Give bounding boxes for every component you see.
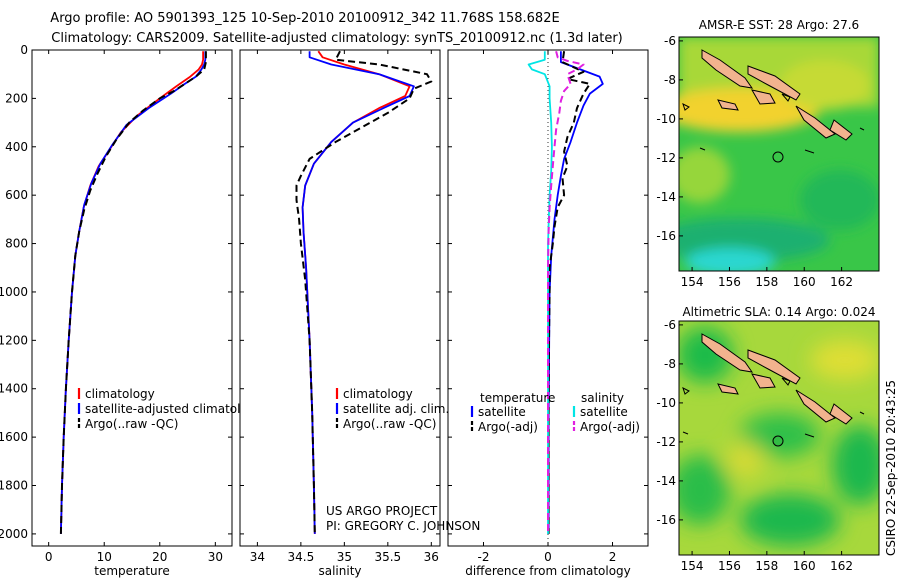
- map-x-tick-label: 154: [681, 559, 704, 573]
- sla-map-title: Altimetric SLA: 0.14 Argo: 0.024: [682, 305, 875, 319]
- map-x-tick-label: 158: [755, 275, 778, 289]
- y-tick-label: 1000: [0, 285, 28, 299]
- y-tick-label: 0: [20, 43, 28, 57]
- sla-argo-marker: [772, 435, 784, 447]
- legend-header-temperature: temperature: [480, 391, 555, 405]
- sst-argo-marker: [772, 151, 784, 163]
- sla-axes: 154 156 158 160 162 -6 -8 -10 -12 -14 -16: [656, 318, 853, 573]
- x-tick-label: 10: [97, 550, 112, 564]
- series-group: [59, 51, 207, 534]
- map-y-tick-label: -6: [664, 318, 676, 332]
- legend-label: Argo(..raw -QC): [85, 417, 178, 431]
- legend-label: climatology: [85, 387, 155, 401]
- map-x-tick-label: 160: [793, 559, 816, 573]
- x-tick-label: 0: [45, 550, 53, 564]
- legend-label: climatology: [343, 387, 413, 401]
- map-x-tick-label: 162: [830, 559, 853, 573]
- sla-map: Altimetric SLA: 0.14 Argo: 0.024: [656, 305, 880, 573]
- x-tick-label: 35: [337, 550, 352, 564]
- x-tick-label: 35.5: [374, 550, 401, 564]
- legend-header-salinity: salinity: [581, 391, 624, 405]
- profile-panel-1: 34 34.5 35 35.5 36 salinity climatologysatelli…: [239, 49, 449, 578]
- y-tick-label: 800: [5, 237, 28, 251]
- map-x-tick-label: 162: [830, 275, 853, 289]
- series-line-temperature-argo-adj-: [547, 51, 591, 534]
- map-y-tick-label: -16: [656, 229, 676, 243]
- profile-panel-0: 0 10 20 30 0 200 400 600 800 1000 1200 1400 1600 1800…: [0, 43, 263, 578]
- y-tick-label: 400: [5, 140, 28, 154]
- x-tick-label: 34.5: [288, 550, 315, 564]
- map-y-tick-label: -8: [664, 357, 676, 371]
- legend-label: Argo(..raw -QC): [343, 417, 436, 431]
- sst-axes: 154 156 158 160 162 -6 -8 -10 -12 -14 -16: [656, 34, 853, 289]
- map-y-tick-label: -10: [656, 112, 676, 126]
- plot-frame: [239, 49, 441, 547]
- map-y-tick-label: -8: [664, 73, 676, 87]
- map-x-tick-label: 154: [681, 275, 704, 289]
- legend-label: Argo(-adj): [580, 420, 640, 434]
- map-x-tick-label: 158: [755, 559, 778, 573]
- map-y-tick-label: -12: [656, 151, 676, 165]
- sst-field: [679, 37, 879, 271]
- y-tick-label: 600: [5, 188, 28, 202]
- legend-label: satellite adj. clim.: [343, 402, 449, 416]
- series-group: [527, 50, 604, 534]
- series-line-salinity-argo-adj-: [547, 50, 585, 534]
- legend-label: satellite: [580, 405, 628, 419]
- x-axis-label: temperature: [94, 564, 169, 578]
- x-tick-label: 36: [424, 550, 439, 564]
- map-x-tick-label: 160: [793, 275, 816, 289]
- x-axis-label: difference from climatology: [465, 564, 631, 578]
- legend-label: satellite: [478, 405, 526, 419]
- figure-title-line1: Argo profile: AO 5901393_125 10-Sep-2010…: [50, 11, 559, 26]
- x-tick-label: 30: [208, 550, 223, 564]
- profile-panels: 0 10 20 30020040060080010001200140016001800…: [0, 43, 649, 578]
- y-tick-label: 1200: [0, 333, 28, 347]
- map-y-tick-label: -16: [656, 513, 676, 527]
- map-x-tick-label: 156: [718, 275, 741, 289]
- sla-field: [679, 321, 879, 555]
- map-x-tick-label: 156: [718, 559, 741, 573]
- sst-map-title: AMSR-E SST: 28 Argo: 27.6: [699, 18, 859, 32]
- y-tick-label: 2000: [0, 527, 28, 541]
- legend-label: satellite-adjusted climatology: [85, 402, 263, 416]
- x-tick-label: 0: [544, 550, 552, 564]
- plot-frame: [31, 49, 233, 547]
- x-tick-label: 34: [250, 550, 265, 564]
- y-tick-label: 1800: [0, 479, 28, 493]
- legend: temperature salinitysatelliteArgo(-adj)sa…: [470, 391, 640, 434]
- map-y-tick-label: -14: [656, 190, 676, 204]
- series-line-argo-raw-qc-: [59, 51, 207, 534]
- map-y-tick-label: -12: [656, 435, 676, 449]
- map-y-tick-label: -14: [656, 474, 676, 488]
- y-tick-label: 1400: [0, 382, 28, 396]
- x-axis-label: salinity: [318, 564, 361, 578]
- y-tick-label: 1600: [0, 430, 28, 444]
- series-group: [295, 50, 433, 534]
- y-tick-label: 200: [5, 91, 28, 105]
- legend-label: Argo(-adj): [478, 420, 538, 434]
- figure-title-line2: Climatology: CARS2009. Satellite-adjuste…: [51, 31, 623, 46]
- series-line-argo-raw-qc-: [295, 50, 433, 534]
- series-line-temperature-satellite: [547, 51, 604, 534]
- map-y-tick-label: -10: [656, 396, 676, 410]
- x-tick-label: -2: [477, 550, 489, 564]
- timestamp-label: CSIRO 22-Sep-2010 20:43:25: [884, 380, 898, 556]
- map-y-tick-label: -6: [664, 34, 676, 48]
- sst-map: AMSR-E SST: 28 Argo: 27.6: [656, 18, 880, 289]
- credit-line1: US ARGO PROJECT: [326, 504, 438, 518]
- x-tick-label: 20: [152, 550, 167, 564]
- x-tick-label: 2: [609, 550, 617, 564]
- credit-line2: PI: GREGORY C. JOHNSON: [326, 519, 480, 533]
- series-line-satellite-adjusted-climatology: [60, 51, 207, 534]
